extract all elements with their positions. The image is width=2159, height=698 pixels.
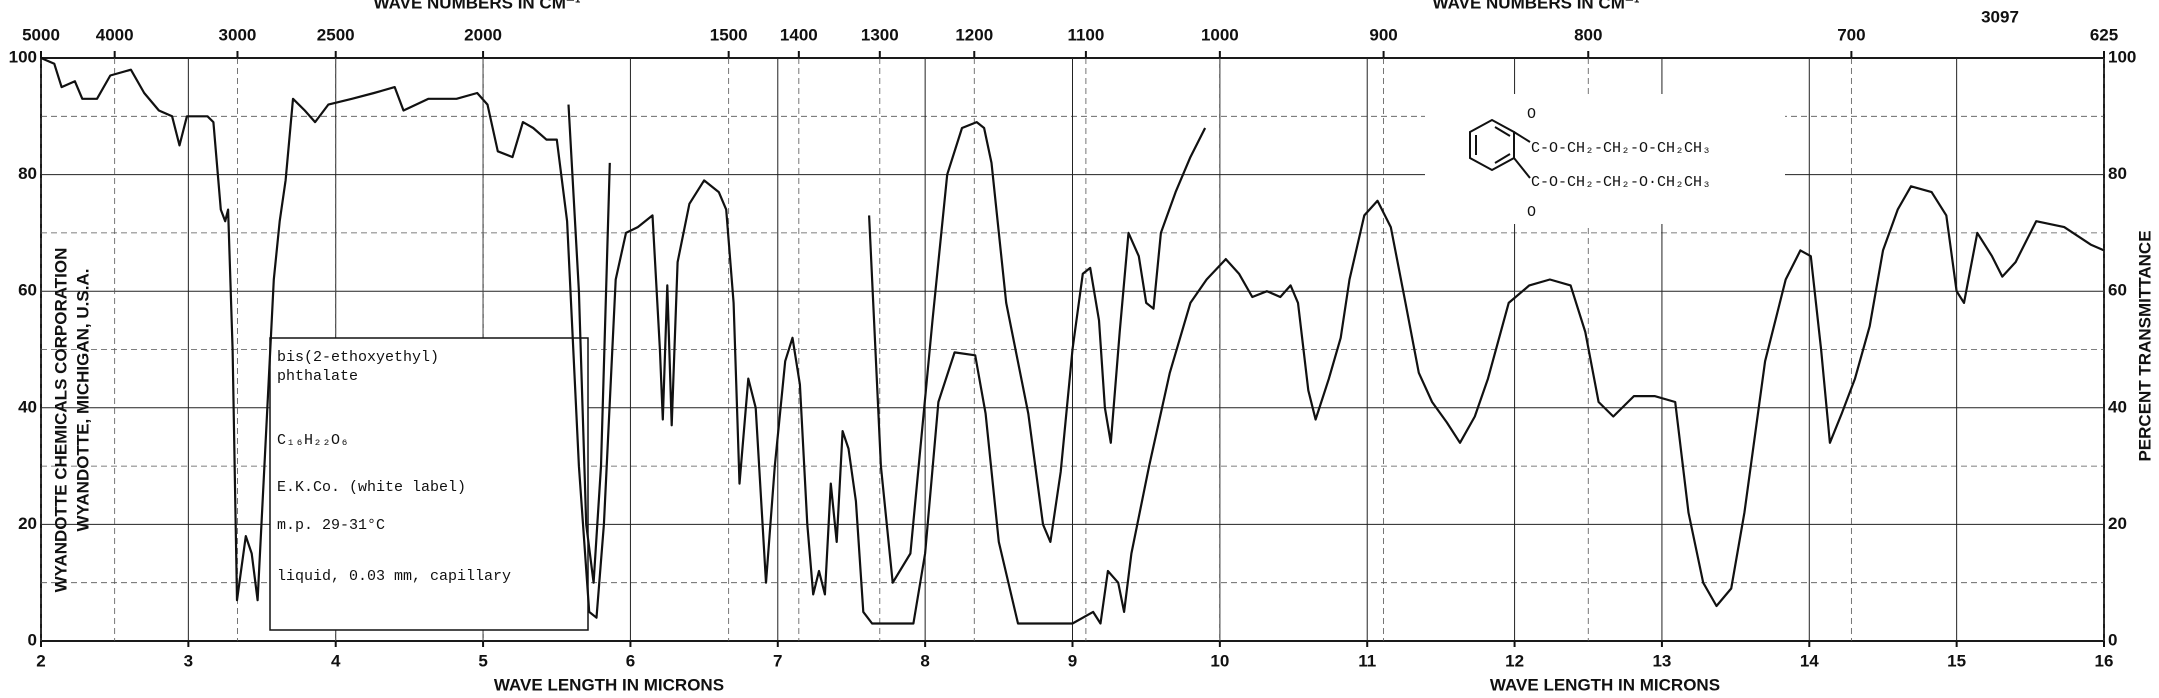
y-tick-label: 40 [18,397,37,416]
spectrum-line [40,56,2105,625]
y-tick-label: 20 [18,514,37,533]
chart-number: 3097 [1981,7,2019,26]
x2-tick-label: 700 [1837,25,1865,44]
x2-tick-label: 1000 [1201,25,1239,44]
maker-place: WYANDOTTE, MICHIGAN, U.S.A. [73,269,92,532]
x-tick-label: 7 [773,651,782,670]
structure-box [1425,94,1785,224]
sample-note: liquid, 0.03 mm, capillary [277,568,511,585]
y-tick-label-right: 0 [2108,630,2117,649]
x-tick-label: 13 [1652,651,1671,670]
x-tick-label: 6 [626,651,635,670]
x-tick-label: 15 [1947,651,1966,670]
structure-line: C-O-CH₂-CH₂-O-CH₂CH₃ [1531,140,1711,157]
x-axis-title-right: WAVE LENGTH IN MICRONS [1490,675,1720,694]
y-tick-label-right: 40 [2108,397,2127,416]
y-tick-label: 0 [28,630,37,649]
x-tick-label: 2 [36,651,45,670]
y-tick-label-right: 100 [2108,47,2136,66]
x-tick-label: 16 [2095,651,2114,670]
sample-note: phthalate [277,368,358,385]
x-tick-label: 14 [1800,651,1819,670]
x-tick-label: 3 [184,651,193,670]
x2-tick-label: 800 [1574,25,1602,44]
x-tick-label: 11 [1358,651,1376,670]
sample-note: E.K.Co. (white label) [277,479,466,496]
y-tick-label: 60 [18,281,37,300]
x-axis-title: WAVE LENGTH IN MICRONS [494,675,724,694]
x2-tick-label: 900 [1369,25,1397,44]
x2-tick-label: 3000 [219,25,257,44]
structure-line: O [1527,204,1536,221]
y-axis-title: PERCENT TRANSMITTANCE [2135,230,2154,461]
x2-axis-title: WAVE NUMBERS IN CM⁻¹ [374,0,581,12]
structure-line: C-O-CH₂-CH₂-O·CH₂CH₃ [1531,174,1711,191]
x2-tick-label: 5000 [22,25,60,44]
sample-box [269,337,589,631]
x2-tick-label: 2500 [317,25,355,44]
x2-axis-title-right: WAVE NUMBERS IN CM⁻¹ [1433,0,1640,12]
x-tick-label: 9 [1068,651,1077,670]
x2-tick-label: 1400 [780,25,818,44]
y-tick-label-right: 20 [2108,514,2127,533]
x2-tick-label: 1500 [710,25,748,44]
sample-note: C₁₆H₂₂O₆ [277,432,349,449]
y-tick-label-right: 80 [2108,164,2127,183]
benzene-ring [1469,118,1531,179]
x2-tick-label: 1100 [1067,25,1104,44]
x-tick-label: 10 [1210,651,1229,670]
x2-tick-label: 4000 [96,25,134,44]
sample-note: m.p. 29-31°C [277,517,385,534]
y-tick-label-right: 60 [2108,281,2127,300]
maker: WYANDOTTE CHEMICALS CORPORATION [51,248,70,593]
x2-tick-label: 1200 [955,25,993,44]
x-tick-label: 8 [920,651,929,670]
x2-tick-label: 2000 [464,25,502,44]
x-tick-label: 12 [1505,651,1524,670]
y-tick-label: 80 [18,164,37,183]
spectrum-line [567,104,1207,584]
x2-tick-label: 625 [2090,25,2118,44]
x-tick-label: 5 [478,651,487,670]
x-tick-label: 4 [331,651,341,670]
sample-note: bis(2-ethoxyethyl) [277,349,439,366]
structure-line: O [1527,106,1536,123]
x2-tick-label: 1300 [861,25,899,44]
y-tick-label: 100 [9,47,37,66]
